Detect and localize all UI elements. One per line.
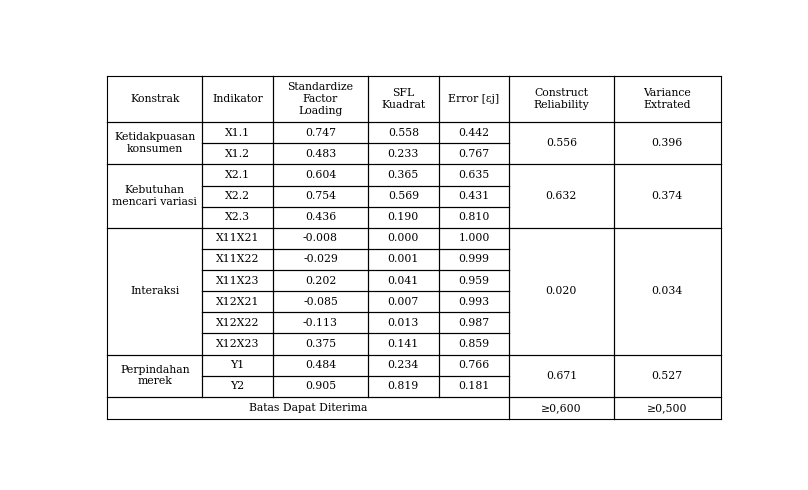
Text: Kebutuhan
mencari variasi: Kebutuhan mencari variasi (112, 185, 197, 207)
Text: 0.999: 0.999 (458, 254, 490, 265)
Text: 0.374: 0.374 (652, 191, 683, 201)
Text: X11X23: X11X23 (216, 275, 259, 286)
Text: 0.001: 0.001 (388, 254, 419, 265)
Text: Perpindahan
merek: Perpindahan merek (120, 365, 190, 387)
Text: Construct
Reliability: Construct Reliability (533, 88, 589, 110)
Text: 0.041: 0.041 (388, 275, 419, 286)
Text: 0.819: 0.819 (388, 381, 419, 391)
Text: Variance
Extrated: Variance Extrated (643, 88, 691, 110)
Text: 0.987: 0.987 (458, 318, 490, 328)
Text: SFL
Kuadrat: SFL Kuadrat (381, 88, 426, 110)
Text: 0.527: 0.527 (652, 370, 683, 381)
Text: 0.181: 0.181 (458, 381, 490, 391)
Text: 0.556: 0.556 (546, 138, 577, 148)
Text: 0.747: 0.747 (305, 128, 336, 138)
Text: 0.442: 0.442 (458, 128, 490, 138)
Text: 0.558: 0.558 (388, 128, 419, 138)
Text: 0.859: 0.859 (458, 339, 490, 349)
Text: Standardize
Factor
Loading: Standardize Factor Loading (288, 82, 354, 116)
Text: -0.113: -0.113 (303, 318, 338, 328)
Text: X2.1: X2.1 (225, 170, 250, 180)
Text: X2.3: X2.3 (225, 212, 250, 222)
Text: 0.000: 0.000 (388, 233, 419, 244)
Text: 0.396: 0.396 (651, 138, 683, 148)
Text: 0.233: 0.233 (388, 149, 419, 159)
Text: 0.767: 0.767 (458, 149, 490, 159)
Text: Konstrak: Konstrak (130, 94, 179, 104)
Text: 0.632: 0.632 (545, 191, 577, 201)
Text: 0.234: 0.234 (388, 360, 419, 370)
Text: Error [εj]: Error [εj] (448, 94, 499, 104)
Text: 0.993: 0.993 (458, 297, 490, 307)
Text: 1.000: 1.000 (458, 233, 490, 244)
Text: 0.375: 0.375 (305, 339, 336, 349)
Text: 0.436: 0.436 (305, 212, 336, 222)
Text: 0.810: 0.810 (458, 212, 490, 222)
Text: Interaksi: Interaksi (130, 286, 179, 296)
Text: Y1: Y1 (230, 360, 245, 370)
Text: X12X21: X12X21 (216, 297, 259, 307)
Text: -0.085: -0.085 (303, 297, 338, 307)
Text: 0.754: 0.754 (305, 191, 336, 201)
Text: 0.484: 0.484 (305, 360, 336, 370)
Text: Y2: Y2 (230, 381, 245, 391)
Text: ≥0,600: ≥0,600 (541, 403, 582, 413)
Text: X11X21: X11X21 (216, 233, 259, 244)
Text: Ketidakpuasan
konsumen: Ketidakpuasan konsumen (114, 132, 196, 154)
Text: 0.604: 0.604 (305, 170, 336, 180)
Text: 0.190: 0.190 (388, 212, 419, 222)
Text: -0.008: -0.008 (303, 233, 338, 244)
Text: Indikator: Indikator (213, 94, 263, 104)
Text: X12X23: X12X23 (216, 339, 259, 349)
Text: 0.905: 0.905 (305, 381, 336, 391)
Text: 0.034: 0.034 (651, 286, 683, 296)
Text: 0.959: 0.959 (458, 275, 490, 286)
Text: 0.431: 0.431 (458, 191, 490, 201)
Text: X2.2: X2.2 (225, 191, 250, 201)
Text: ≥0,500: ≥0,500 (647, 403, 688, 413)
Text: 0.141: 0.141 (388, 339, 419, 349)
Text: X1.1: X1.1 (225, 128, 250, 138)
Text: -0.029: -0.029 (303, 254, 338, 265)
Text: 0.569: 0.569 (388, 191, 419, 201)
Text: 0.013: 0.013 (388, 318, 419, 328)
Text: 0.007: 0.007 (388, 297, 419, 307)
Text: X1.2: X1.2 (225, 149, 250, 159)
Text: 0.202: 0.202 (305, 275, 336, 286)
Text: 0.766: 0.766 (458, 360, 490, 370)
Text: 0.635: 0.635 (458, 170, 490, 180)
Text: 0.020: 0.020 (545, 286, 577, 296)
Text: 0.365: 0.365 (388, 170, 419, 180)
Text: X11X22: X11X22 (216, 254, 259, 265)
Text: 0.483: 0.483 (305, 149, 336, 159)
Text: Batas Dapat Diterima: Batas Dapat Diterima (249, 403, 368, 413)
Text: 0.671: 0.671 (545, 370, 577, 381)
Text: X12X22: X12X22 (216, 318, 259, 328)
